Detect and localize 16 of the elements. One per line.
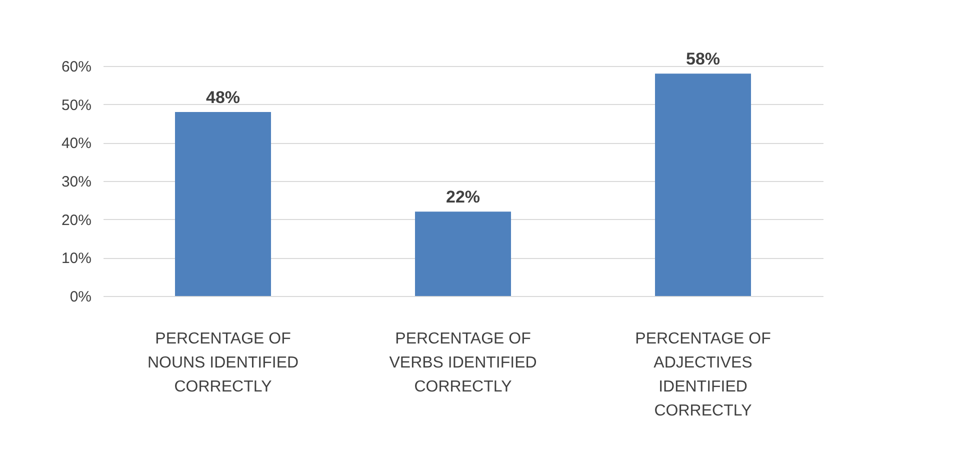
bar [655, 74, 751, 296]
data-label: 22% [446, 188, 480, 207]
y-tick-label: 40% [61, 135, 92, 152]
x-tick-label: PERCENTAGE OF ADJECTIVES IDENTIFIED CORRECTLY [635, 330, 772, 420]
data-label: 48% [206, 88, 240, 107]
x-tick-label: PERCENTAGE OF VERBS IDENTIFIED CORRECTLY [389, 330, 537, 396]
x-tick-label: PERCENTAGE OF NOUNS IDENTIFIED CORRECTLY [147, 330, 299, 396]
y-tick-label: 20% [61, 212, 92, 229]
y-tick-label: 0% [70, 288, 92, 306]
y-tick-label: 10% [61, 250, 92, 268]
bar [415, 212, 511, 296]
y-tick-label: 60% [61, 58, 92, 76]
data-label: 58% [686, 50, 720, 69]
y-tick-label: 30% [61, 174, 92, 190]
bar [175, 112, 271, 296]
y-tick-label: 50% [61, 96, 92, 114]
